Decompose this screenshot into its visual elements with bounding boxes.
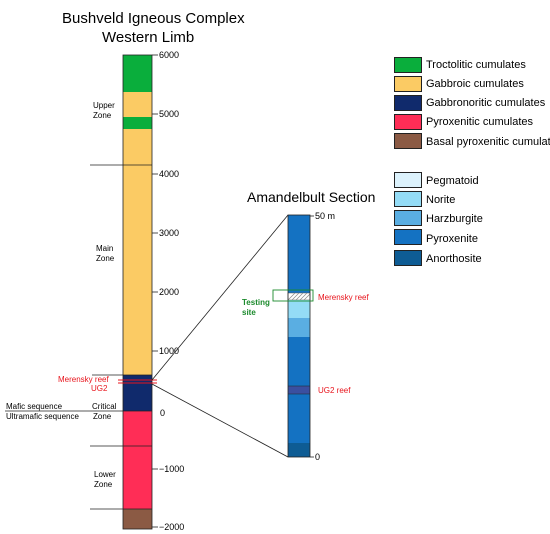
testing-site-text: Testing — [242, 298, 270, 307]
hatch-stroke — [287, 292, 296, 301]
section-axis — [310, 215, 314, 458]
zone-label-critical: Critical — [92, 402, 117, 411]
zone-label-lower: Lower — [94, 470, 116, 479]
legend-label: Norite — [426, 194, 456, 206]
zone-label-upper: Upper — [93, 101, 115, 110]
zone-label-main: Main — [96, 244, 113, 253]
bic-reef-markers — [118, 379, 157, 384]
legend-swatch-pyroxenitic — [394, 114, 422, 130]
legend-swatch-pegmatoid — [394, 172, 422, 188]
section-column-outline — [287, 214, 311, 458]
section-pyroxenite-mid — [288, 337, 310, 386]
hatch-stroke — [295, 292, 304, 301]
section-connectors — [151, 214, 289, 458]
tick-label: −1000 — [159, 464, 184, 474]
testing-site-text: site — [242, 308, 256, 317]
ug2-label: UG2 — [91, 384, 108, 393]
legend-label: Troctolitic cumulates — [426, 59, 526, 71]
merensky-reef-label: Merensky reef — [58, 375, 109, 384]
tick-label: 4000 — [159, 169, 179, 179]
diagram-title: Bushveld Igneous Complex — [62, 10, 245, 27]
section-axis-labels: 50 m 0 — [315, 211, 335, 462]
bic-axis-ticks — [152, 54, 158, 528]
tick-label: −2000 — [159, 522, 184, 532]
section-merensky-label: Merensky reef — [318, 293, 369, 302]
legend-label: Gabbroic cumulates — [426, 78, 524, 90]
section-tick-label-top: 50 m — [315, 211, 335, 221]
section-anorthosite — [288, 443, 310, 457]
tick-label: 2000 — [159, 287, 179, 297]
zone-labels: Upper Zone Main Zone Critical Zone Lower… — [6, 101, 117, 489]
zone-boundaries — [5, 164, 152, 510]
diagram-subtitle: Western Limb — [102, 29, 195, 46]
tick-label: 3000 — [159, 228, 179, 238]
zone-label-lower: Zone — [94, 480, 113, 489]
legend-label: Pegmatoid — [426, 175, 479, 187]
legend-swatch-troctolitic — [394, 57, 422, 73]
legend-swatch-basal — [394, 133, 422, 149]
unit-pyroxenitic — [123, 411, 152, 509]
section-norite — [288, 300, 310, 318]
connector-bottom — [151, 383, 289, 458]
section-ug2-reef — [288, 386, 310, 394]
tick-label: 6000 — [159, 50, 179, 60]
zone-label-critical: Zone — [93, 412, 112, 421]
zone-label-upper: Zone — [93, 111, 112, 120]
legend-label: Pyroxenitic cumulates — [426, 116, 533, 128]
testing-site-label: Testing site — [242, 298, 270, 317]
section-harzburgite — [288, 318, 310, 337]
unit-troctolitic-top — [123, 55, 152, 92]
legend-label: Gabbronoritic cumulates — [426, 97, 546, 109]
bic-reef-labels: Merensky reef UG2 — [58, 375, 109, 393]
hatch-pattern — [287, 292, 311, 301]
hatch-stroke — [291, 292, 300, 301]
unit-gabbroic-upper — [123, 92, 152, 117]
legend-label: Anorthosite — [426, 253, 482, 265]
section-pyroxenite-top — [288, 215, 310, 293]
section-column — [287, 214, 311, 458]
unit-gabbronoritic — [123, 375, 152, 411]
hatch-stroke — [299, 292, 308, 301]
sequence-label-mafic: Mafic sequence — [6, 402, 63, 411]
unit-gabbroic-main — [123, 129, 152, 375]
legend-label: Pyroxenite — [426, 233, 478, 245]
sequence-label-ultramafic: Ultramafic sequence — [6, 412, 79, 421]
legend-label: Harzburgite — [426, 213, 483, 225]
legend-swatch-gabbronoritic — [394, 95, 422, 111]
tick-label: 1000 — [159, 346, 179, 356]
section-reef-labels: Merensky reef UG2 reef — [318, 293, 369, 395]
legend-swatch-gabbroic — [394, 76, 422, 92]
unit-troctolitic-band — [123, 117, 152, 129]
tick-label: 5000 — [159, 109, 179, 119]
section-ug2-label: UG2 reef — [318, 386, 351, 395]
section-tick-label-bottom: 0 — [315, 452, 320, 462]
unit-basal-pyroxenitic — [123, 509, 152, 529]
legend-swatch-pyroxenite — [394, 229, 422, 245]
legend-label: Basal pyroxenitic cumulates — [426, 136, 550, 148]
section-title: Amandelbult Section — [247, 189, 376, 205]
section-pyroxenite-low — [288, 394, 310, 443]
bic-column — [122, 54, 153, 530]
zone-label-main: Zone — [96, 254, 115, 263]
hatch-stroke — [303, 293, 311, 301]
legend-swatch-anorthosite — [394, 250, 422, 266]
testing-site-box — [272, 289, 314, 302]
legend-swatch-harzburgite — [394, 210, 422, 226]
bic-axis-labels: 6000 5000 4000 3000 2000 1000 0 −1000 −2… — [159, 50, 184, 532]
connector-top — [151, 214, 289, 381]
tick-label: 0 — [160, 408, 165, 418]
legend-swatch-norite — [394, 191, 422, 207]
